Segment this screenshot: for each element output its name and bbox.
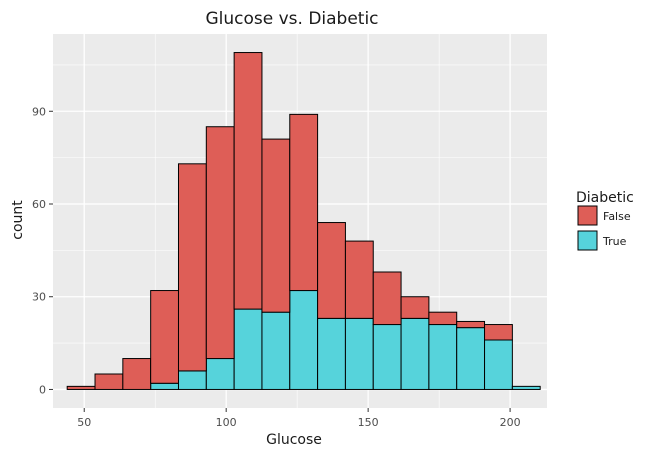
bar-false-9: [317, 222, 346, 319]
y-tick-label: 0: [39, 383, 46, 396]
bar-false-13: [428, 311, 458, 326]
bar-false-12: [400, 296, 430, 319]
bar-false-14: [456, 320, 486, 329]
legend: Diabetic False True: [576, 190, 634, 251]
bar-true-6: [233, 308, 263, 390]
bar-false-7: [261, 138, 291, 313]
bar-false-4: [177, 163, 207, 372]
bar-false-11: [372, 271, 402, 326]
bar-false-15: [484, 324, 513, 341]
bar-true-4: [177, 370, 207, 390]
bar-false-10: [344, 240, 374, 319]
bar-true-12: [400, 317, 430, 390]
legend-title: Diabetic: [576, 190, 634, 206]
bar-true-15: [484, 339, 513, 390]
bar-false-6: [233, 52, 263, 310]
bar-true-11: [372, 324, 402, 390]
bar-true-9: [317, 317, 346, 390]
legend-label-false: False: [603, 210, 631, 223]
chart-title: Glucose vs. Diabetic: [205, 9, 378, 29]
x-axis-ticks: 50 100 150 200: [77, 408, 521, 429]
bar-false-0: [66, 385, 96, 390]
bar-false-1: [94, 373, 124, 390]
legend-swatch-true: [577, 230, 598, 251]
bar-true-10: [344, 317, 374, 390]
x-tick-label: 100: [216, 416, 237, 429]
legend-label-true: True: [602, 235, 627, 248]
histogram-bars: [66, 52, 541, 390]
y-axis-title: count: [10, 200, 26, 240]
x-axis-title: Glucose: [266, 432, 322, 448]
bar-true-14: [456, 327, 486, 390]
bar-true-8: [289, 290, 319, 390]
bar-true-7: [261, 311, 291, 390]
y-tick-label: 60: [32, 198, 46, 211]
bar-false-2: [122, 358, 152, 390]
bar-true-3: [150, 382, 179, 390]
y-tick-label: 30: [32, 291, 46, 304]
y-tick-label: 90: [32, 105, 46, 118]
x-tick-label: 150: [358, 416, 379, 429]
bar-false-8: [289, 113, 319, 292]
y-axis-ticks: 0 30 60 90: [32, 105, 53, 396]
legend-swatch-false: [577, 205, 598, 226]
x-tick-label: 50: [77, 416, 91, 429]
bar-true-13: [428, 324, 458, 390]
bar-false-3: [150, 290, 179, 384]
bar-false-5: [205, 126, 235, 360]
bar-true-16: [511, 385, 541, 390]
bar-true-5: [205, 358, 235, 390]
x-tick-label: 200: [500, 416, 521, 429]
